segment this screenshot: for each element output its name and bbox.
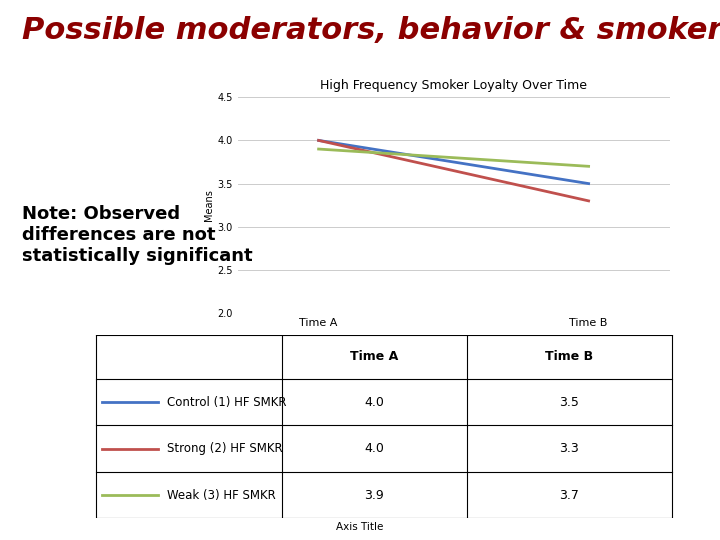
Text: Possible moderators, behavior & smoker frequency: Possible moderators, behavior & smoker f… xyxy=(22,16,720,45)
Text: AUT: AUT xyxy=(644,29,688,52)
Title: High Frequency Smoker Loyalty Over Time: High Frequency Smoker Loyalty Over Time xyxy=(320,79,587,92)
Text: 3.7: 3.7 xyxy=(559,489,580,502)
Text: Axis Title: Axis Title xyxy=(336,522,384,532)
Text: Time B: Time B xyxy=(545,350,593,363)
Text: 4.0: 4.0 xyxy=(364,442,384,455)
Text: 3.5: 3.5 xyxy=(559,396,580,409)
Text: 3.3: 3.3 xyxy=(559,442,580,455)
Text: 3.9: 3.9 xyxy=(364,489,384,502)
Text: Control (1) HF SMKR: Control (1) HF SMKR xyxy=(167,396,287,409)
Text: Strong (2) HF SMKR: Strong (2) HF SMKR xyxy=(167,442,282,455)
Y-axis label: Means: Means xyxy=(204,189,215,221)
Text: Note: Observed
differences are not
statistically significant: Note: Observed differences are not stati… xyxy=(22,205,252,265)
Text: Weak (3) HF SMKR: Weak (3) HF SMKR xyxy=(167,489,276,502)
Text: 4.0: 4.0 xyxy=(364,396,384,409)
Text: Time A: Time A xyxy=(350,350,399,363)
